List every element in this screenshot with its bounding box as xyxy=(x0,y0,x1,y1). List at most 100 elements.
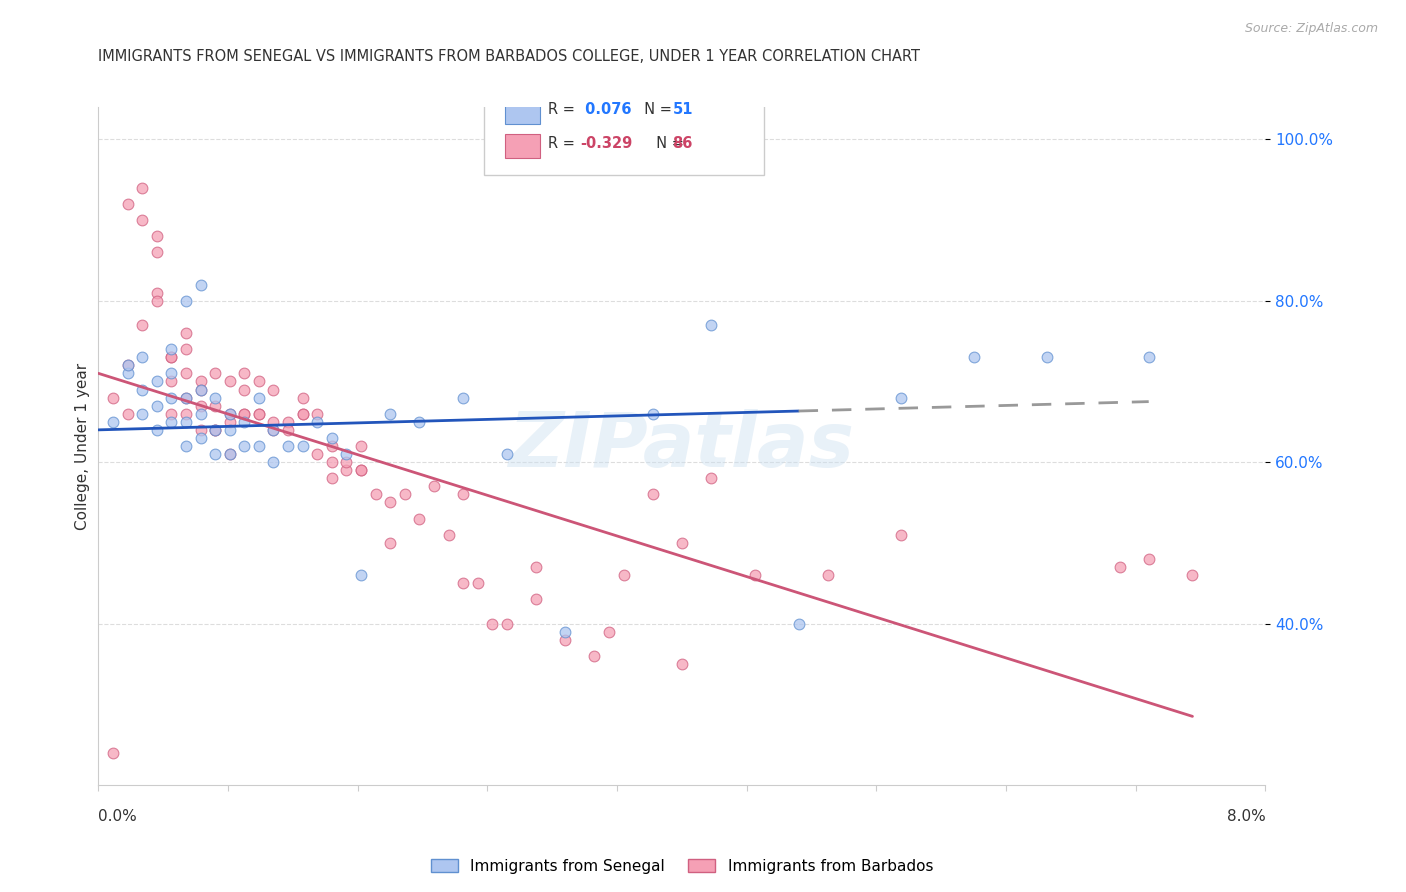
Point xyxy=(262,383,284,397)
Point xyxy=(481,616,503,631)
Point xyxy=(307,415,329,429)
Point xyxy=(817,568,839,582)
Text: N =: N = xyxy=(636,103,676,117)
Text: 0.076: 0.076 xyxy=(581,103,631,117)
Point xyxy=(1181,568,1204,582)
Text: -0.329: -0.329 xyxy=(581,136,633,151)
Point xyxy=(204,447,226,461)
Point xyxy=(233,439,256,453)
Point xyxy=(117,359,139,373)
Point xyxy=(890,391,912,405)
Point xyxy=(247,391,270,405)
Point xyxy=(101,415,124,429)
Point xyxy=(174,407,197,421)
Point xyxy=(524,592,547,607)
Point xyxy=(321,455,343,469)
Point xyxy=(146,399,169,413)
Point xyxy=(204,423,226,437)
Point xyxy=(277,439,299,453)
Point xyxy=(174,391,197,405)
Text: 8.0%: 8.0% xyxy=(1226,809,1265,823)
Point xyxy=(146,293,169,308)
Point xyxy=(174,326,197,340)
Point xyxy=(160,391,183,405)
Text: 51: 51 xyxy=(672,103,693,117)
Point xyxy=(174,367,197,381)
Point xyxy=(291,407,314,421)
Point xyxy=(160,407,183,421)
Point xyxy=(190,383,212,397)
Point xyxy=(262,415,284,429)
Point xyxy=(233,407,256,421)
Point xyxy=(174,415,197,429)
Point xyxy=(350,439,373,453)
Point xyxy=(131,407,153,421)
Point xyxy=(146,229,169,244)
Point xyxy=(146,375,169,389)
Point xyxy=(583,648,606,663)
Point xyxy=(218,407,240,421)
Point xyxy=(190,399,212,413)
Point xyxy=(262,423,284,437)
Point xyxy=(1137,552,1160,566)
Point xyxy=(321,431,343,445)
Point xyxy=(204,391,226,405)
Point xyxy=(174,342,197,356)
Point xyxy=(612,568,634,582)
Point xyxy=(190,375,212,389)
Point xyxy=(190,407,212,421)
Point xyxy=(190,277,212,292)
Point xyxy=(307,447,329,461)
Point xyxy=(451,487,474,501)
Text: R =: R = xyxy=(548,136,579,151)
Text: N =: N = xyxy=(647,136,689,151)
Point xyxy=(451,391,474,405)
Point xyxy=(700,318,723,332)
Point xyxy=(247,375,270,389)
Point xyxy=(101,746,124,760)
Point xyxy=(247,407,270,421)
Point xyxy=(641,407,664,421)
Point xyxy=(524,560,547,574)
Point xyxy=(307,407,329,421)
Point xyxy=(233,367,256,381)
Point xyxy=(364,487,387,501)
Point xyxy=(423,479,446,493)
Legend: Immigrants from Senegal, Immigrants from Barbados: Immigrants from Senegal, Immigrants from… xyxy=(425,853,939,880)
Point xyxy=(190,431,212,445)
Point xyxy=(890,528,912,542)
Point xyxy=(247,439,270,453)
Point xyxy=(1108,560,1130,574)
Point xyxy=(744,568,766,582)
FancyBboxPatch shape xyxy=(505,100,540,124)
Point xyxy=(350,463,373,477)
Point xyxy=(350,463,373,477)
Point xyxy=(174,439,197,453)
Point xyxy=(962,350,984,364)
Point xyxy=(554,624,576,639)
Point xyxy=(671,536,693,550)
Point xyxy=(117,359,139,373)
Point xyxy=(408,511,430,525)
Point xyxy=(700,471,723,485)
Point xyxy=(131,180,153,194)
Point xyxy=(160,375,183,389)
Point xyxy=(160,350,183,364)
Point xyxy=(131,213,153,227)
Point xyxy=(204,399,226,413)
Point xyxy=(204,423,226,437)
Point xyxy=(350,568,373,582)
Point xyxy=(380,495,402,509)
Text: R =: R = xyxy=(548,103,579,117)
Point xyxy=(204,423,226,437)
Point xyxy=(218,447,240,461)
Point xyxy=(262,455,284,469)
Point xyxy=(131,318,153,332)
Point xyxy=(496,616,519,631)
FancyBboxPatch shape xyxy=(484,87,763,175)
Point xyxy=(160,350,183,364)
Point xyxy=(218,375,240,389)
Point xyxy=(233,415,256,429)
Point xyxy=(204,367,226,381)
Point xyxy=(335,455,357,469)
